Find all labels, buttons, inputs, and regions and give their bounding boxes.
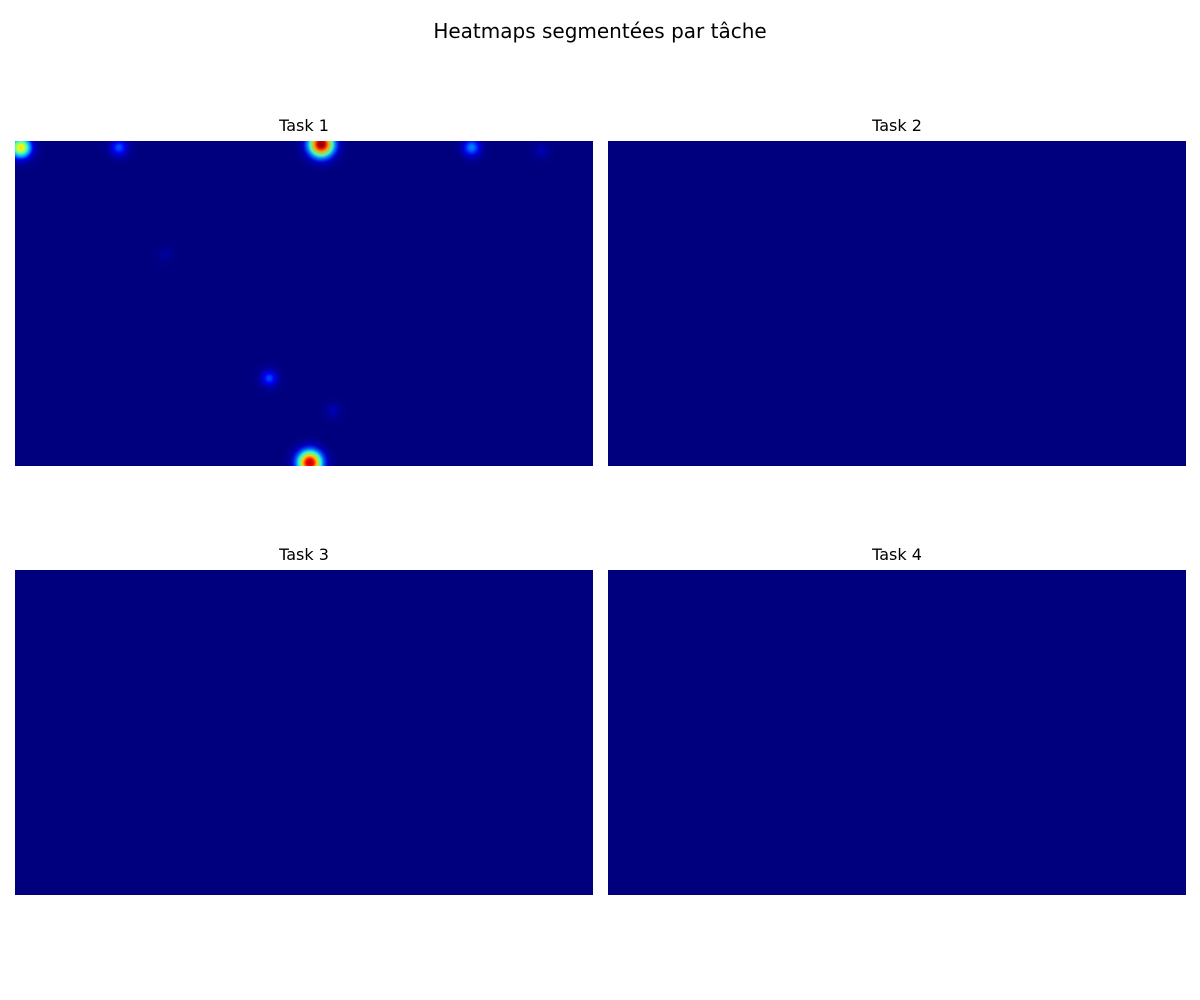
panel-title-task-4: Task 4 <box>872 545 922 564</box>
heatmap-hotspot <box>450 141 493 169</box>
heatmap-panel-task-3: Task 3 <box>15 545 593 895</box>
heatmap-panel-task-4: Task 4 <box>608 545 1186 895</box>
heatmap-background <box>15 570 593 895</box>
panel-title-task-2: Task 2 <box>872 116 922 135</box>
panel-title-task-3: Task 3 <box>279 545 329 564</box>
heatmap-panel-task-1: Task 1 <box>15 116 593 466</box>
heatmap-hotspot <box>280 433 339 466</box>
heatmap-plot-task-3 <box>15 570 593 895</box>
heatmap-hotspot <box>316 393 350 428</box>
heatmap-hotspot <box>149 238 182 271</box>
heatmap-plot-task-4 <box>608 570 1186 895</box>
heatmap-hotspot <box>98 141 140 168</box>
heatmap-hotspot <box>291 141 351 174</box>
heatmap-plot-task-1 <box>15 141 593 466</box>
heatmap-background <box>608 570 1186 895</box>
heatmap-hotspot <box>250 359 289 398</box>
heatmap-background <box>15 141 593 466</box>
heatmap-panel-task-2: Task 2 <box>608 116 1186 466</box>
panel-title-task-1: Task 1 <box>279 116 329 135</box>
heatmap-hotspot <box>15 141 46 173</box>
heatmap-hotspot <box>524 141 558 168</box>
heatmap-background <box>608 141 1186 466</box>
heatmap-plot-task-2 <box>608 141 1186 466</box>
figure-title: Heatmaps segmentées par tâche <box>433 19 767 43</box>
